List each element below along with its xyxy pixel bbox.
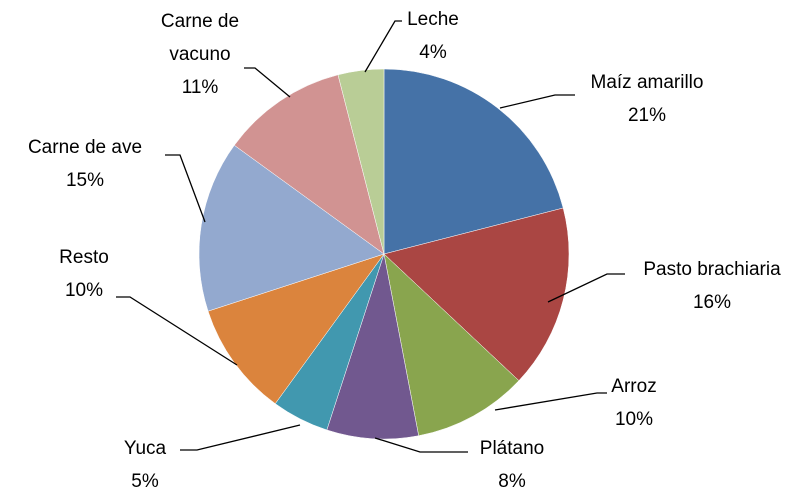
slice-label: Arroz 10% <box>574 370 694 436</box>
value-label: 4% <box>419 42 447 63</box>
category-label: Pasto brachiaria <box>643 259 781 280</box>
pie-slice <box>383 253 520 437</box>
value-label: 15% <box>65 170 105 191</box>
category-label: Carne de ave <box>27 137 143 158</box>
slice-label: Leche 4% <box>383 3 483 69</box>
slice-label: Maíz amarillo 21% <box>547 66 747 132</box>
category-label: Resto <box>59 247 109 268</box>
category-label: Carne de vacuno <box>160 11 240 65</box>
leader-line <box>374 437 468 453</box>
category-label: Arroz <box>611 376 657 397</box>
category-label: Leche <box>407 9 459 30</box>
category-label: Yuca <box>123 438 167 459</box>
pie-slice <box>233 74 385 255</box>
value-label: 10% <box>614 409 654 430</box>
leader-line <box>499 94 575 109</box>
slice-label: Resto 10% <box>34 241 134 307</box>
pie-slice <box>383 68 564 255</box>
value-label: 11% <box>181 77 219 98</box>
pie-slice <box>326 253 419 440</box>
slice-label: Pasto brachiaria 16% <box>602 253 805 319</box>
value-label: 5% <box>131 471 159 489</box>
pie-slice <box>198 144 385 312</box>
value-label: 10% <box>64 280 104 301</box>
leader-line <box>494 392 607 411</box>
value-label: 8% <box>498 471 526 489</box>
category-label: Maíz amarillo <box>590 72 704 93</box>
leader-line <box>547 273 625 303</box>
pie-slice <box>337 68 385 255</box>
leader-line <box>180 424 301 451</box>
pie-slice <box>383 207 570 381</box>
value-label: 16% <box>692 292 732 313</box>
leader-line <box>165 154 206 223</box>
slice-label: Carne de ave 15% <box>0 131 170 197</box>
slice-label: Yuca 5% <box>95 432 195 489</box>
value-label: 21% <box>627 105 667 126</box>
leader-line <box>116 296 238 366</box>
slice-label: Carne de vacuno 11% <box>145 5 255 104</box>
slice-label: Plátano 8% <box>452 432 572 489</box>
leader-line <box>364 20 402 73</box>
category-label: Plátano <box>479 438 545 459</box>
leader-line <box>244 67 291 98</box>
